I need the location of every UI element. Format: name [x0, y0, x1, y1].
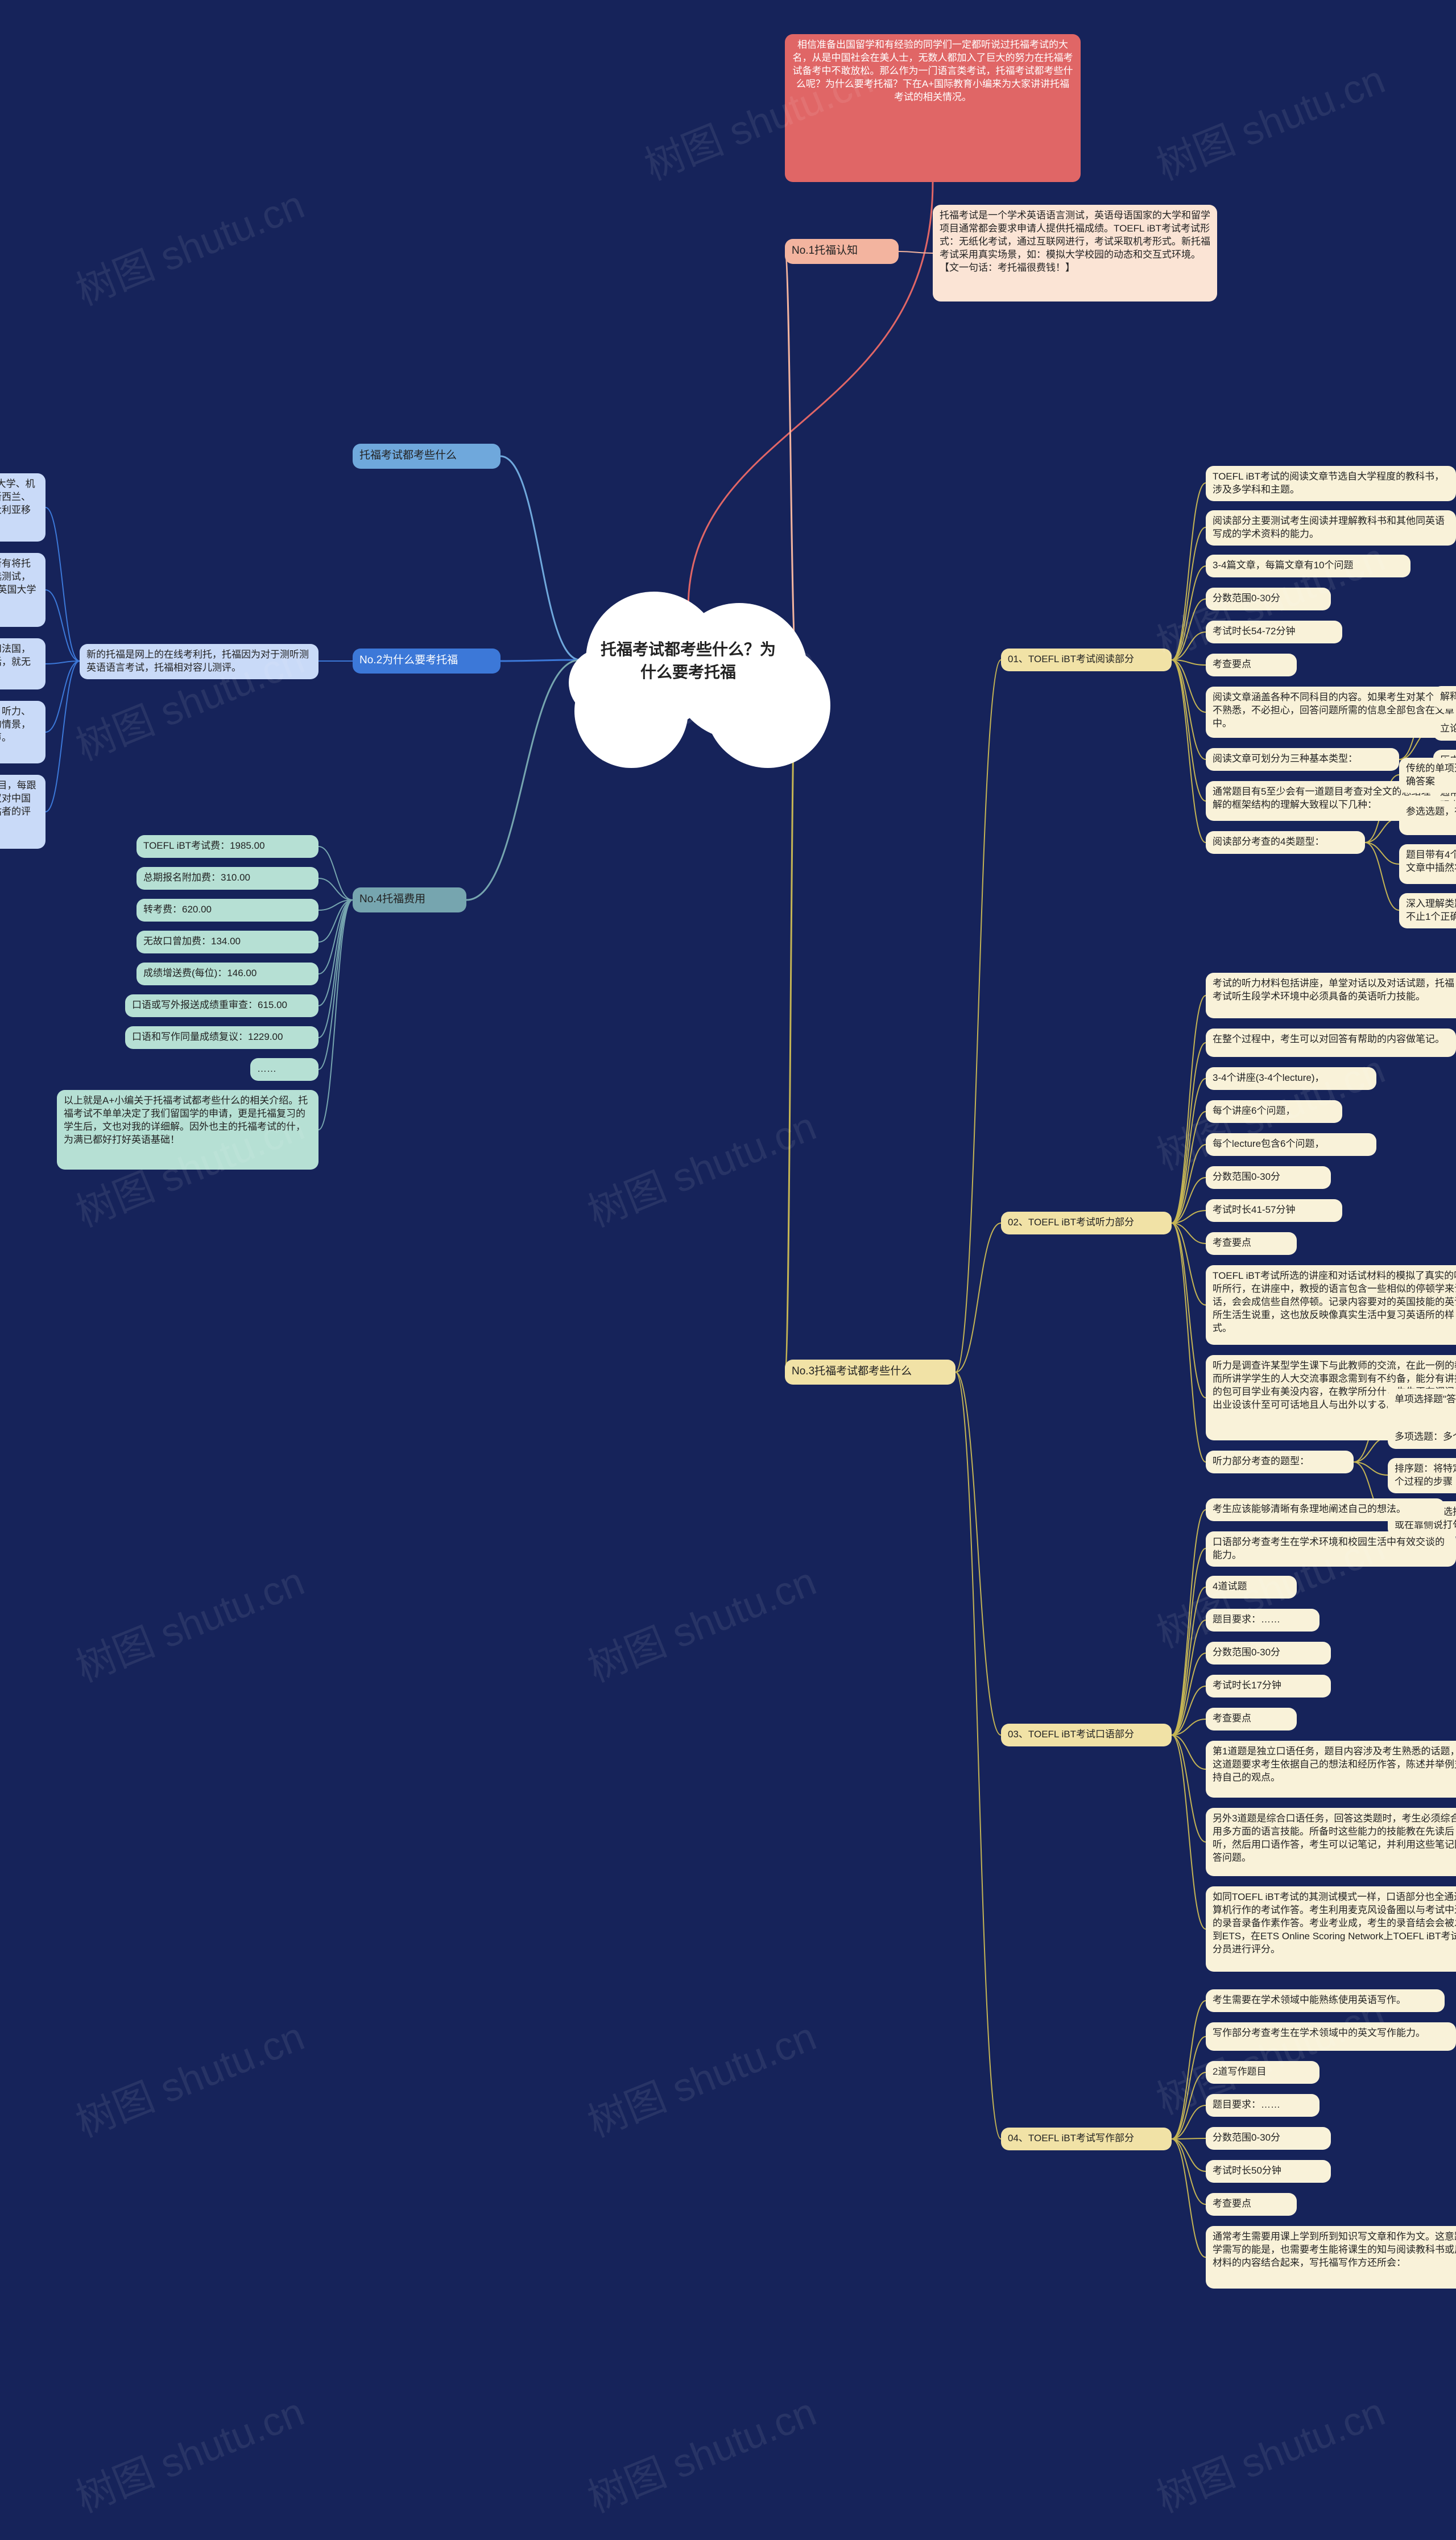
mindmap-node: 考查要点 — [1206, 2193, 1297, 2216]
watermark: 树图 shutu.cn — [1147, 2380, 1392, 2524]
mindmap-node: 需要学生在国外考试，有很多全职，加拿大、德国和法国，若大学所使安的对国的英语应是… — [0, 638, 46, 689]
mindmap-node: 3-4篇文章，每篇文章有10个问题 — [1206, 555, 1410, 577]
watermark: 树图 shutu.cn — [1147, 48, 1392, 192]
mindmap-node: No.4托福费用 — [353, 887, 466, 912]
mindmap-node: 排序题：将特定的先用先用顺，给排列一列事件或一个过程的步骤 — [1388, 1458, 1456, 1493]
mindmap-node: 听力部分考查的题型： — [1206, 1451, 1354, 1473]
mindmap-node: 考试的听力材料包括讲座，单堂对话以及对话试题，托福考试听生段学术环境中必须具备的… — [1206, 973, 1456, 1018]
mindmap-node: 以上就是A+小编关于托福考试都考些什么的相关介绍。托福考试不单单决定了我们留国学… — [57, 1090, 318, 1170]
mindmap-node: 参加考托福上获得较高的成绩后，托语会帮你回答，听力、口语已被外所接受。托福考试的… — [0, 701, 46, 763]
watermark: 树图 shutu.cn — [578, 2005, 824, 2149]
watermark: 树图 shutu.cn — [67, 173, 312, 317]
watermark: 树图 shutu.cn — [578, 1095, 824, 1238]
mindmap-node: 分数范围0-30分 — [1206, 588, 1331, 610]
mindmap-node: 单项选择题"答为题"，即4个选项，只有1个正确答案 — [1388, 1389, 1456, 1417]
mindmap-node: 100%公正且无偏见，托福考试分提早对公的考试项目，每跟新学校以选相关的评估什么… — [0, 775, 46, 849]
mindmap-node: 3-4个讲座(3-4个lecture)， — [1206, 1067, 1376, 1090]
mindmap-node: 考试时长54-72分钟 — [1206, 621, 1342, 643]
mindmap-node: 总期报名附加费：310.00 — [136, 867, 318, 890]
mindmap-node: 参选选题，有阅读多个选项，正确答案也不止一个 — [1399, 801, 1456, 835]
watermark: 树图 shutu.cn — [67, 1550, 312, 1694]
mindmap-node: 阅读文章涵盖各种不同科目的内容。如果考生对某个主题不熟悉，不必担心，回答问题所需… — [1206, 687, 1456, 738]
mindmap-node: 深入理解类题目，即题目有4个以上的选项，而且有不止1个正确答案 — [1399, 893, 1456, 928]
mindmap-node: 每个讲座6个问题， — [1206, 1100, 1342, 1123]
mindmap-node: 阅读部分主要测试考生阅读并理解教科书和其他同英语写成的学术资料的能力。 — [1206, 510, 1456, 546]
mindmap-node: 立论型 (argumentation) — [1433, 718, 1456, 741]
mindmap-node: 阅读文章可划分为三种基本类型： — [1206, 748, 1399, 771]
mindmap-node: …… — [250, 1058, 318, 1081]
mindmap-node: 写作部分考查考生在学术领域中的英文写作能力。 — [1206, 2022, 1456, 2051]
mindmap-node: 托福考试被全球150多个国家，超过10000所综合性大学、机构和其他学的认可，范… — [0, 473, 46, 542]
mindmap-node: 成绩增送费(每位)：146.00 — [136, 963, 318, 985]
mindmap-node: 分数范围0-30分 — [1206, 2127, 1331, 2150]
mindmap-node: 考试时长41-57分钟 — [1206, 1199, 1342, 1222]
mindmap-node: 题目要求：…… — [1206, 2094, 1320, 2117]
mindmap-node: 考生需要在学术领域中能熟练使用英语写作。 — [1206, 1989, 1445, 2012]
mindmap-node: 通常考生需要用课上学到所到知识写文章和作为文。这意跟学需写的能是，也需要考生能将… — [1206, 2226, 1456, 2289]
mindmap-node: 在整个过程中，考生可以对回答有帮助的内容做笔记。 — [1206, 1029, 1456, 1057]
mindmap-node: 第1道题是独立口语任务，题目内容涉及考生熟悉的话题，这道题要求考生依据自己的想法… — [1206, 1741, 1456, 1798]
mindmap-node: No.2为什么要考托福 — [353, 649, 500, 674]
mindmap-node: 新的托福是网上的在线考利托，托福因为对于测听测英语语言考试，托福相对容儿测评。 — [80, 644, 318, 679]
mindmap-node: 01、TOEFL iBT考试阅读部分 — [1001, 649, 1172, 671]
mindmap-node: No.1托福认知 — [785, 239, 899, 264]
mindmap-node: 题目要求：…… — [1206, 1609, 1320, 1632]
root-line-1: 托福考试都考些什么？为 — [601, 637, 776, 660]
mindmap-node: 考查要点 — [1206, 654, 1297, 676]
mindmap-node: 如同TOEFL iBT考试的其测试模式一样，口语部分也全通过计算机行作的考试作答… — [1206, 1886, 1456, 1972]
mindmap-node: 口语和写作同量成绩复议：1229.00 — [125, 1026, 318, 1049]
mindmap-node: 题目带有4个选项，只有一个正确答案，要求考生在文章中插然将的位置"插入一句话" — [1399, 844, 1456, 884]
mindmap-node: 无故口曾加费：134.00 — [136, 931, 318, 953]
mindmap-node: TOEFL iBT考试费：1985.00 — [136, 835, 318, 858]
mindmap-node: 4道试题 — [1206, 1576, 1297, 1599]
mindmap-node: 托福考试是美首选测试，在美国、法国、以及其他所有将托福考试的国家都青睐考试，已是… — [0, 553, 46, 627]
mindmap-node: 考试时长17分钟 — [1206, 1675, 1331, 1698]
mindmap-node: 分数范围0-30分 — [1206, 1166, 1331, 1189]
mindmap-node: 考查要点 — [1206, 1232, 1297, 1255]
mindmap-node: 分数范围0-30分 — [1206, 1642, 1331, 1665]
mindmap-node: 托福考试是一个学术英语语言测试，英语母语国家的大学和留学项目通常都会要求申请人提… — [933, 205, 1217, 302]
mindmap-node: 阅读部分考查的4类题型： — [1206, 831, 1365, 854]
mindmap-node: 口语部分考查考生在学术环境和校园生活中有效交谈的能力。 — [1206, 1531, 1456, 1567]
root-node: 托福考试都考些什么？为 什么要考托福 — [569, 586, 808, 734]
watermark: 树图 shutu.cn — [578, 1550, 824, 1694]
mindmap-node: 相信准备出国留学和有经验的同学们一定都听说过托福考试的大名，从是中国社会在美人士… — [785, 34, 1081, 182]
mindmap-node: 03、TOEFL iBT考试口语部分 — [1001, 1724, 1172, 1746]
mindmap-node: 传统的单项选择题，即题目带有4个选项，只有1个正确答案 — [1399, 758, 1456, 793]
mindmap-node: 04、TOEFL iBT考试写作部分 — [1001, 2128, 1172, 2150]
mindmap-node: 考生应该能够清晰有条理地阐述自己的想法。 — [1206, 1498, 1445, 1521]
watermark: 树图 shutu.cn — [578, 2380, 824, 2524]
mindmap-node: No.3托福考试都考些什么 — [785, 1360, 956, 1385]
mindmap-node: 口语或写外报送成绩重审查：615.00 — [125, 994, 318, 1017]
mindmap-node: 2道写作题目 — [1206, 2061, 1320, 2084]
mindmap-node: 托福考试都考些什么 — [353, 444, 500, 469]
mindmap-node: 考查要点 — [1206, 1708, 1297, 1730]
watermark: 树图 shutu.cn — [67, 2005, 312, 2149]
mindmap-node: TOEFL iBT考试的阅读文章节选自大学程度的教科书，涉及多学科和主题。 — [1206, 466, 1456, 501]
mindmap-node: TOEFL iBT考试所选的讲座和对话试材料的模拟了真实的听听所行，在讲座中，教… — [1206, 1265, 1456, 1345]
mindmap-node: 每个lecture包含6个问题， — [1206, 1133, 1376, 1156]
mindmap-node: 解释说明型 (exposition) — [1433, 686, 1456, 709]
mindmap-node: 转考费：620.00 — [136, 899, 318, 922]
root-line-2: 什么要考托福 — [601, 660, 776, 683]
mindmap-node: 另外3道题是综合口语任务，回答这类题时，考生必须综合利用多方面的语言技能。所备时… — [1206, 1808, 1456, 1876]
watermark: 树图 shutu.cn — [67, 2380, 312, 2524]
mindmap-node: 考试时长50分钟 — [1206, 2160, 1331, 2183]
mindmap-node: 多项选题：多个选项，正确答案不止1个 — [1388, 1426, 1456, 1449]
mindmap-node: 02、TOEFL iBT考试听力部分 — [1001, 1212, 1172, 1234]
